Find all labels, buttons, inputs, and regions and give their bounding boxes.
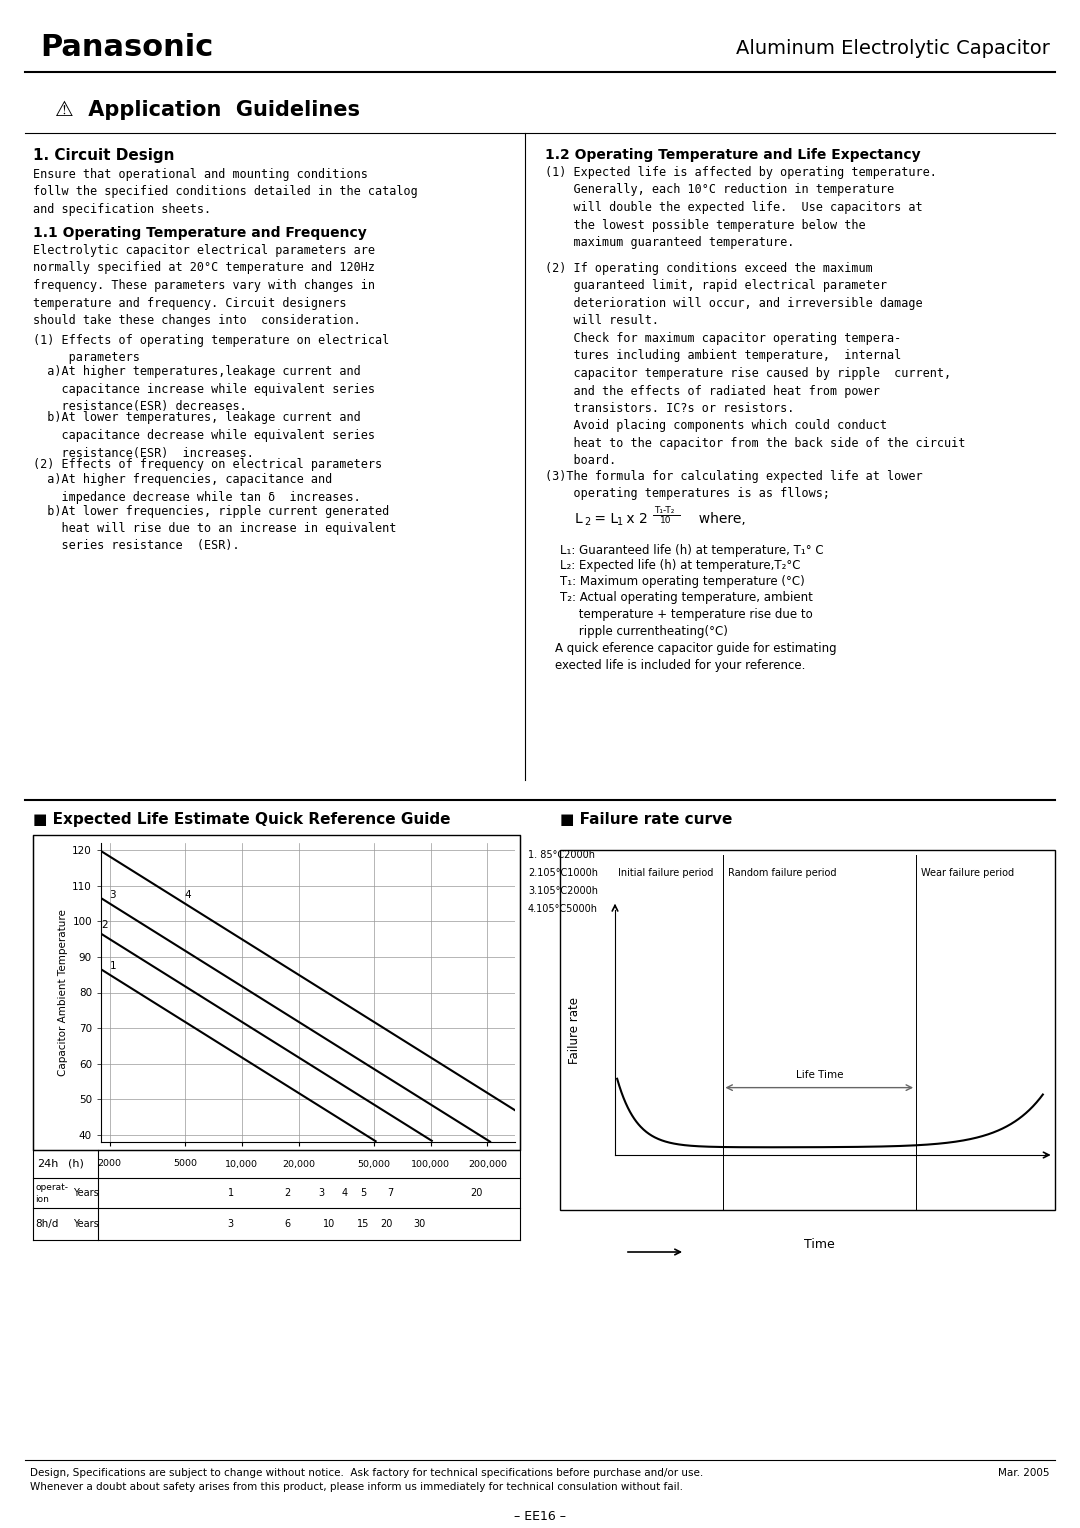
Text: Failure rate: Failure rate: [567, 996, 581, 1063]
Text: 2: 2: [284, 1187, 291, 1198]
Text: Aluminum Electrolytic Capacitor: Aluminum Electrolytic Capacitor: [737, 38, 1050, 58]
Text: 1.2 Operating Temperature and Life Expectancy: 1.2 Operating Temperature and Life Expec…: [545, 148, 920, 162]
Text: 15: 15: [356, 1219, 369, 1229]
Text: 100,000: 100,000: [411, 1160, 450, 1169]
Text: L₁: Guaranteed life (h) at temperature, T₁° C: L₁: Guaranteed life (h) at temperature, …: [561, 544, 824, 558]
Text: 2000: 2000: [97, 1160, 122, 1169]
Text: Panasonic: Panasonic: [40, 34, 213, 63]
Text: T₁: Maximum operating temperature (°C): T₁: Maximum operating temperature (°C): [561, 575, 805, 588]
Text: T₁-T₂: T₁-T₂: [654, 506, 674, 515]
Text: 200,000: 200,000: [468, 1160, 507, 1169]
Bar: [33, 834, 519, 1151]
Text: Ensure that operational and mounting conditions
follw the specified conditions d: Ensure that operational and mounting con…: [33, 168, 418, 215]
Text: (1) Effects of operating temperature on electrical
     parameters: (1) Effects of operating temperature on …: [33, 335, 389, 365]
Text: 20: 20: [471, 1187, 483, 1198]
Text: where,: where,: [690, 512, 746, 526]
Text: (2) Effects of frequency on electrical parameters: (2) Effects of frequency on electrical p…: [33, 458, 382, 471]
Text: (h): (h): [68, 1160, 84, 1169]
Text: 4: 4: [185, 889, 191, 900]
Text: ■ Expected Life Estimate Quick Reference Guide: ■ Expected Life Estimate Quick Reference…: [33, 811, 450, 827]
Text: Mar. 2005: Mar. 2005: [999, 1468, 1050, 1478]
Text: 3.105°C2000h: 3.105°C2000h: [528, 886, 598, 895]
Text: 4: 4: [341, 1187, 348, 1198]
Text: Design, Specifications are subject to change without notice.  Ask factory for te: Design, Specifications are subject to ch…: [30, 1468, 703, 1491]
Text: 4.105°C5000h: 4.105°C5000h: [528, 905, 598, 914]
Text: (2) If operating conditions exceed the maximum
    guaranteed limit, rapid elect: (2) If operating conditions exceed the m…: [545, 261, 966, 468]
Text: 50,000: 50,000: [357, 1160, 390, 1169]
Text: 1.1 Operating Temperature and Frequency: 1.1 Operating Temperature and Frequency: [33, 226, 367, 240]
Text: 5000: 5000: [173, 1160, 197, 1169]
Text: 5: 5: [360, 1187, 366, 1198]
Text: 3: 3: [110, 889, 117, 900]
Text: 24h: 24h: [37, 1160, 58, 1169]
Text: Life Time: Life Time: [796, 1070, 843, 1080]
Text: T₂: Actual operating temperature, ambient
     temperature + temperature rise du: T₂: Actual operating temperature, ambien…: [561, 590, 813, 639]
Text: 3: 3: [318, 1187, 324, 1198]
Text: 8h/d: 8h/d: [35, 1219, 58, 1229]
Text: Time: Time: [804, 1238, 835, 1251]
Text: 1. 85°C2000h: 1. 85°C2000h: [528, 850, 595, 860]
Text: ion: ion: [35, 1195, 49, 1204]
Text: 3: 3: [228, 1219, 234, 1229]
Text: 1: 1: [110, 961, 117, 972]
Text: Electrolytic capacitor electrical parameters are
normally specified at 20°C temp: Electrolytic capacitor electrical parame…: [33, 244, 375, 327]
Text: = L: = L: [590, 512, 618, 526]
Text: 1. Circuit Design: 1. Circuit Design: [33, 148, 175, 163]
Text: a)At higher temperatures,leakage current and
    capacitance increase while equi: a)At higher temperatures,leakage current…: [33, 365, 375, 413]
Text: Years: Years: [73, 1187, 98, 1198]
Text: x 2: x 2: [622, 512, 648, 526]
Text: 20: 20: [380, 1219, 393, 1229]
Text: (1) Expected life is affected by operating temperature.
    Generally, each 10°C: (1) Expected life is affected by operati…: [545, 167, 936, 249]
Text: a)At higher frequencies, capacitance and
    impedance decrease while tan δ  inc: a)At higher frequencies, capacitance and…: [33, 474, 361, 504]
Text: 1: 1: [228, 1187, 234, 1198]
Text: 30: 30: [414, 1219, 426, 1229]
Text: 6: 6: [285, 1219, 291, 1229]
Text: – EE16 –: – EE16 –: [514, 1510, 566, 1523]
Text: L: L: [575, 512, 583, 526]
Text: 2: 2: [584, 516, 591, 527]
Text: ⚠  Application  Guidelines: ⚠ Application Guidelines: [55, 99, 360, 121]
Text: 10: 10: [323, 1219, 336, 1229]
Bar: [561, 850, 1055, 1210]
Text: Initial failure period: Initial failure period: [618, 868, 714, 879]
Text: A quick eference capacitor guide for estimating
exected life is included for you: A quick eference capacitor guide for est…: [555, 642, 837, 672]
Text: Wear failure period: Wear failure period: [921, 868, 1014, 879]
Text: (3)The formula for calculating expected life at lower
    operating temperatures: (3)The formula for calculating expected …: [545, 471, 922, 501]
Text: operat-: operat-: [35, 1184, 68, 1192]
Text: ■ Failure rate curve: ■ Failure rate curve: [561, 811, 732, 827]
Text: L₂: Expected life (h) at temperature,T₂°C: L₂: Expected life (h) at temperature,T₂°…: [561, 559, 800, 573]
Text: Random failure period: Random failure period: [728, 868, 836, 879]
Text: 20,000: 20,000: [282, 1160, 315, 1169]
Text: b)At lower temperatures, leakage current and
    capacitance decrease while equi: b)At lower temperatures, leakage current…: [33, 411, 375, 460]
Text: 10: 10: [660, 516, 672, 526]
Y-axis label: Capacitor Ambient Temperature: Capacitor Ambient Temperature: [58, 909, 68, 1076]
Text: 2.105°C1000h: 2.105°C1000h: [528, 868, 598, 879]
Text: 10,000: 10,000: [225, 1160, 258, 1169]
Text: Years: Years: [73, 1219, 98, 1229]
Text: 1: 1: [617, 516, 623, 527]
Text: b)At lower frequencies, ripple current generated
    heat will rise due to an in: b)At lower frequencies, ripple current g…: [33, 504, 396, 553]
Text: 7: 7: [388, 1187, 393, 1198]
Text: 2: 2: [102, 920, 108, 931]
